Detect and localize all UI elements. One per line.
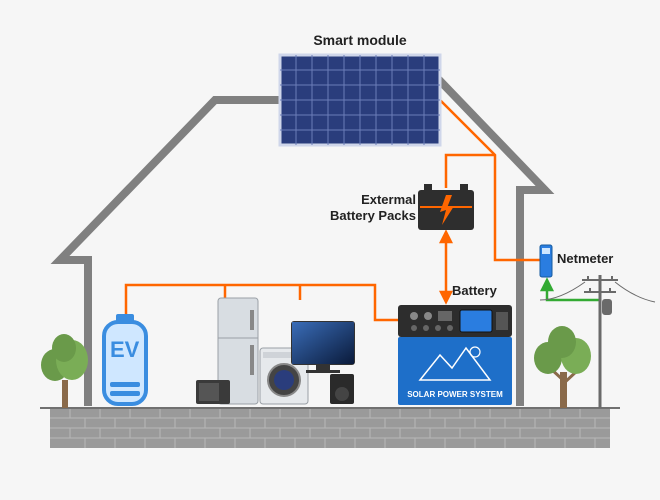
netmeter-label: Netmeter (557, 251, 613, 267)
tree-right-icon (534, 326, 591, 408)
generator-icon: SOLAR POWER SYSTEM (398, 305, 512, 405)
smart-module-label: Smart module (300, 32, 420, 49)
appliances-icon (196, 298, 354, 404)
ground-wall (40, 408, 620, 448)
external-battery-label: Extermal Battery Packs (306, 192, 416, 223)
battery-label: Battery (452, 283, 497, 299)
generator-label: SOLAR POWER SYSTEM (407, 390, 503, 399)
diagram-canvas: SOLAR POWER SYSTEM (0, 0, 660, 500)
external-battery-icon (418, 184, 474, 230)
tree-left-icon (41, 334, 88, 408)
netmeter-icon (540, 245, 552, 277)
solar-panel-icon (280, 55, 440, 145)
ev-label: EV (110, 337, 139, 363)
grid-lines (542, 280, 600, 300)
